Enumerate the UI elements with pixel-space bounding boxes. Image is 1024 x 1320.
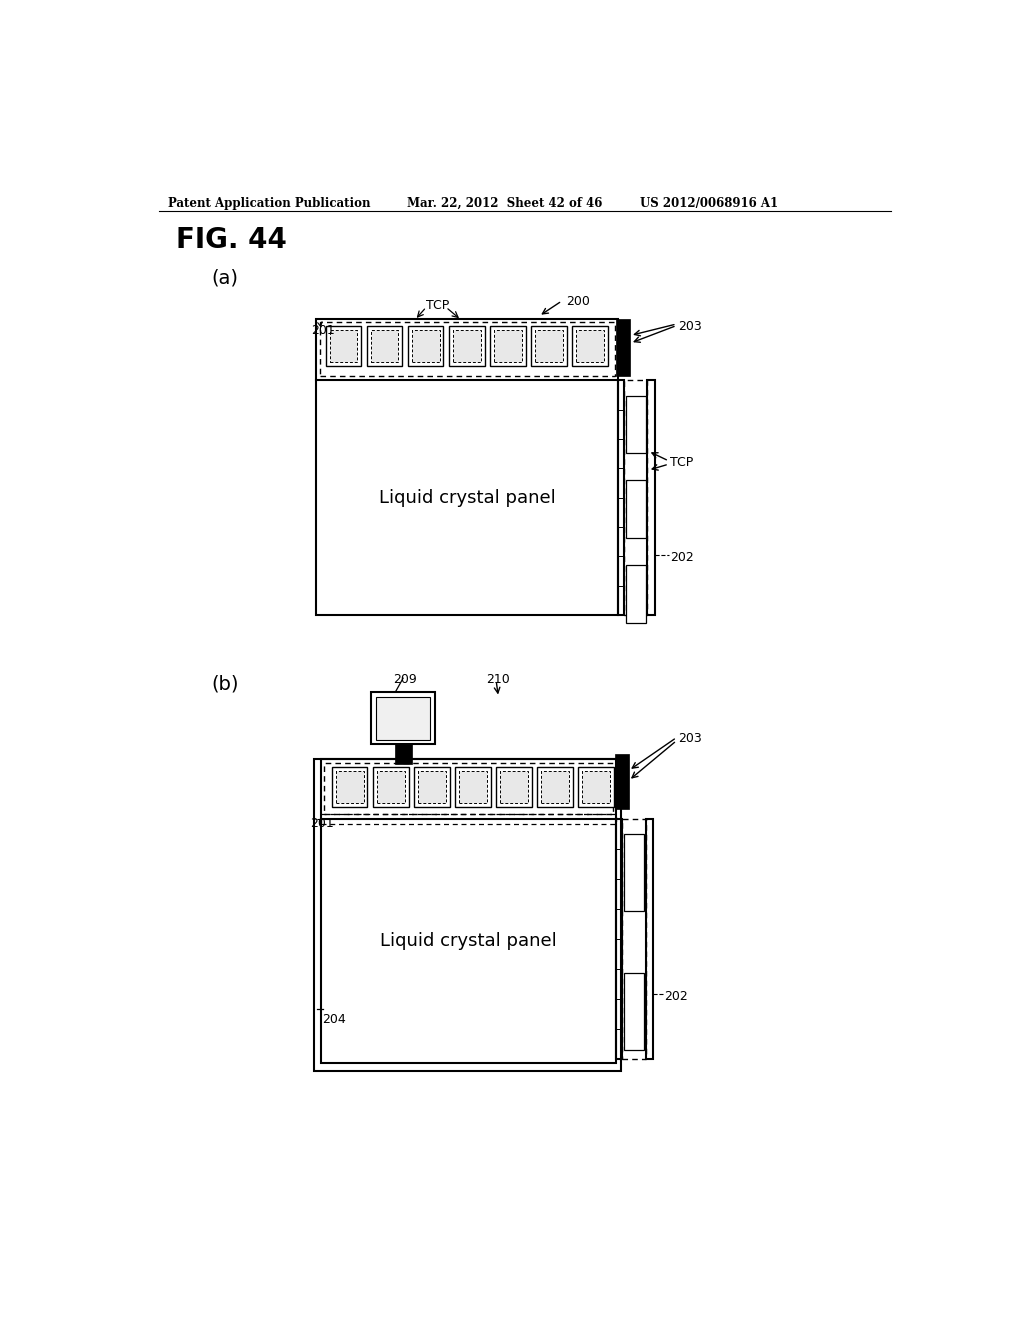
Text: (b): (b) <box>212 675 240 693</box>
Text: 203: 203 <box>678 733 702 744</box>
Text: 202: 202 <box>671 552 694 564</box>
Bar <box>579 767 614 807</box>
Bar <box>371 330 398 363</box>
Bar <box>372 692 435 744</box>
Text: 202: 202 <box>665 990 688 1003</box>
Text: 204: 204 <box>322 1014 345 1026</box>
Bar <box>330 330 357 363</box>
Text: 201: 201 <box>311 323 335 337</box>
Bar <box>324 763 613 814</box>
Bar <box>647 380 655 615</box>
Bar <box>575 330 604 363</box>
Bar <box>376 697 430 739</box>
Bar <box>367 326 402 367</box>
Text: TCP: TCP <box>671 455 693 469</box>
Text: FIG. 44: FIG. 44 <box>176 226 287 255</box>
Bar <box>617 380 624 615</box>
Bar <box>624 380 647 615</box>
Bar <box>500 771 528 803</box>
Bar <box>646 818 653 1059</box>
Text: TCP: TCP <box>426 298 450 312</box>
Bar <box>316 318 617 615</box>
Bar <box>583 771 610 803</box>
Bar <box>459 771 486 803</box>
Bar <box>394 744 412 763</box>
Bar <box>626 565 646 623</box>
Bar <box>494 330 521 363</box>
Bar <box>412 330 439 363</box>
Bar <box>449 326 484 367</box>
Text: Mar. 22, 2012  Sheet 42 of 46: Mar. 22, 2012 Sheet 42 of 46 <box>407 197 602 210</box>
Text: Liquid crystal panel: Liquid crystal panel <box>379 488 555 507</box>
Text: 201: 201 <box>310 817 334 830</box>
Bar <box>496 767 531 807</box>
Text: 210: 210 <box>486 673 510 686</box>
Bar <box>535 330 563 363</box>
Bar <box>336 771 364 803</box>
Bar <box>314 759 621 1071</box>
Bar <box>489 326 525 367</box>
Bar <box>414 767 450 807</box>
Bar <box>616 818 623 1059</box>
Bar <box>453 330 480 363</box>
Bar <box>538 767 572 807</box>
Bar <box>623 818 646 1059</box>
Bar <box>541 771 569 803</box>
Bar <box>531 326 566 367</box>
Bar <box>321 759 616 1063</box>
Text: 203: 203 <box>678 321 702 333</box>
Bar <box>321 814 616 824</box>
Text: US 2012/0068916 A1: US 2012/0068916 A1 <box>640 197 777 210</box>
Text: Liquid crystal panel: Liquid crystal panel <box>380 932 557 950</box>
Bar <box>455 767 490 807</box>
Bar <box>572 326 607 367</box>
Bar <box>626 396 646 453</box>
Bar <box>373 767 409 807</box>
Bar <box>616 318 630 376</box>
Bar <box>408 326 443 367</box>
Bar <box>332 767 368 807</box>
Text: Patent Application Publication: Patent Application Publication <box>168 197 371 210</box>
Bar <box>624 834 644 911</box>
Bar <box>377 771 404 803</box>
Bar <box>321 322 614 376</box>
Bar <box>626 480 646 539</box>
Bar <box>326 326 361 367</box>
Bar <box>624 973 644 1051</box>
Text: 200: 200 <box>566 296 590 309</box>
Text: 209: 209 <box>393 673 417 686</box>
Text: (a): (a) <box>212 268 239 288</box>
Bar <box>614 754 629 809</box>
Bar <box>418 771 445 803</box>
